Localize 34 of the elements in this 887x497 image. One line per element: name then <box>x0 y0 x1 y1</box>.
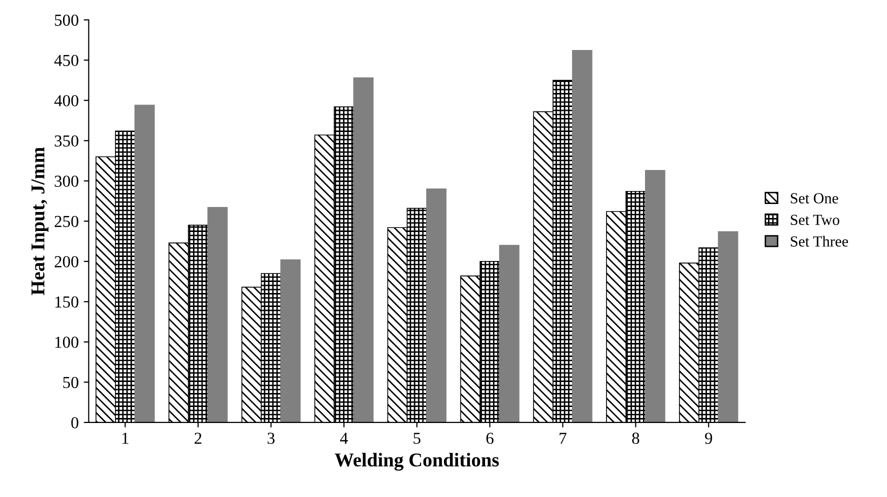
bar <box>499 244 520 422</box>
y-tick-label: 50 <box>63 376 78 388</box>
legend-label: Set Two <box>790 214 840 226</box>
y-tick-label: 250 <box>54 216 78 228</box>
x-tick-label: 6 <box>486 432 494 444</box>
y-tick-label: 400 <box>54 95 78 106</box>
y-tick-label: 350 <box>54 135 78 147</box>
y-tick-label: 150 <box>55 296 78 308</box>
y-tick-label: 100 <box>55 336 78 348</box>
bar <box>134 104 155 422</box>
x-tick-label: 4 <box>340 432 348 444</box>
bar <box>207 207 228 422</box>
y-axis-title: Heat Input, J/mm <box>31 147 48 296</box>
bar <box>718 231 738 422</box>
bar <box>280 259 301 422</box>
bar <box>572 50 592 422</box>
y-tick-label: 500 <box>54 14 78 26</box>
x-tick-label: 2 <box>194 432 202 444</box>
y-tick-label: 200 <box>54 256 78 268</box>
x-tick-label: 3 <box>268 432 275 444</box>
y-tick-label: 0 <box>71 417 78 428</box>
y-tick-label: 450 <box>54 54 78 66</box>
bar <box>353 77 374 422</box>
legend-label: Set Three <box>790 236 848 247</box>
bar <box>644 170 666 422</box>
x-tick-label: 5 <box>414 432 420 444</box>
x-axis-title: Welding Conditions <box>334 452 499 471</box>
bar <box>426 188 446 422</box>
x-tick-label: 8 <box>632 432 640 444</box>
x-tick-label: 1 <box>122 432 128 444</box>
x-tick-label: 7 <box>560 432 566 444</box>
x-tick-label: 9 <box>704 432 712 444</box>
y-tick-label: 300 <box>54 176 78 187</box>
legend-label: Set One <box>790 193 838 204</box>
